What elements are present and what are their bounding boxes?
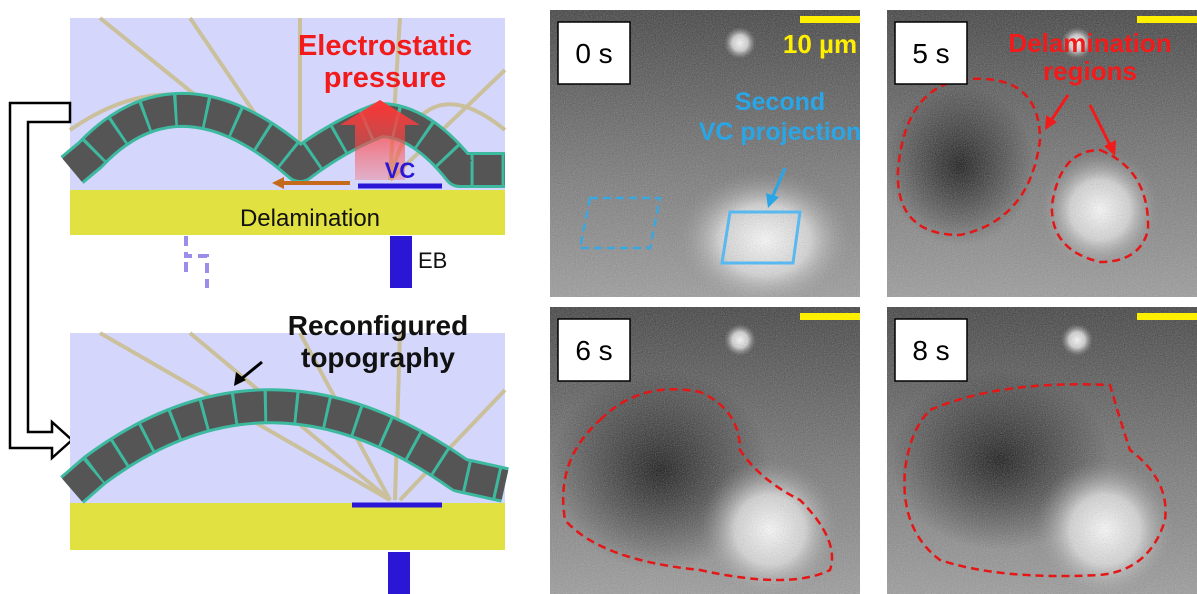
label-line: Electrostatic <box>298 30 472 62</box>
page: Electrostaticpressure VC Delamination EB… <box>0 0 1197 594</box>
scale-bar <box>1137 313 1197 320</box>
annotation-line: regions <box>1043 56 1137 86</box>
micrograph: 8 s <box>887 307 1197 594</box>
eb-label: EB <box>418 248 447 273</box>
figure: Electrostaticpressure VC Delamination EB… <box>0 0 1197 594</box>
scale-label: 10 µm <box>783 29 857 59</box>
time-label: 6 s <box>575 335 612 366</box>
label-line: Reconfigured <box>288 310 468 341</box>
scale-bar <box>800 313 862 320</box>
eb-bar <box>388 552 410 594</box>
micrograph: 6 s <box>550 307 862 594</box>
label-line: pressure <box>324 62 447 94</box>
eb-ghost <box>186 236 207 288</box>
substrate <box>70 503 505 550</box>
delamination-label: Delamination <box>240 205 380 232</box>
annotation-line: Delamination <box>1008 28 1171 58</box>
time-label: 5 s <box>912 38 949 69</box>
label-line: topography <box>301 342 455 373</box>
annotation-line: VC projection <box>699 118 862 146</box>
scale-bar <box>800 16 862 23</box>
eb-bar <box>390 236 412 288</box>
time-label: 8 s <box>912 335 949 366</box>
scale-bar <box>1137 16 1197 23</box>
vc-label: VC <box>385 158 416 183</box>
time-label: 0 s <box>575 38 612 69</box>
annotation-line: Second <box>735 88 825 116</box>
